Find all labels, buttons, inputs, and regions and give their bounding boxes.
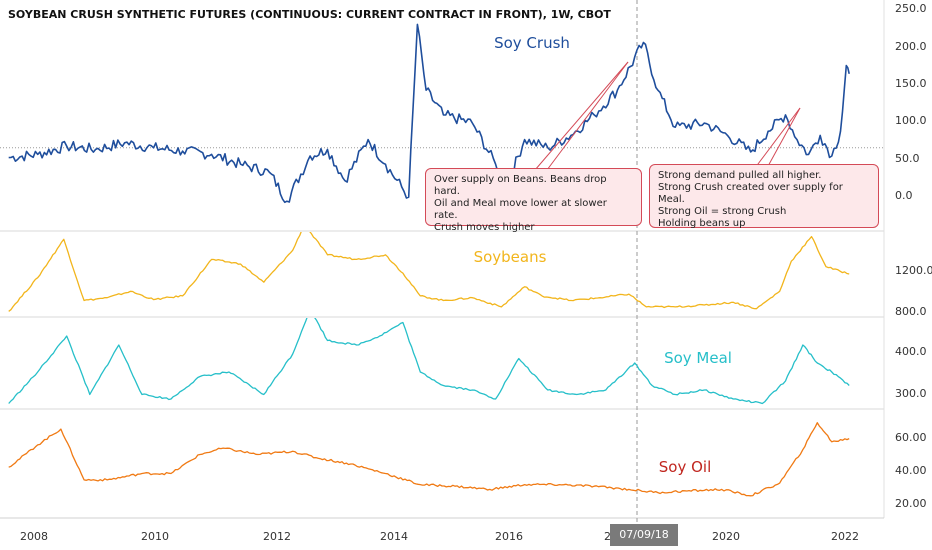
series-label-soy-crush: Soy Crush — [494, 34, 570, 52]
series-labels: Soy Crush Soybeans Soy Meal Soy Oil — [474, 34, 801, 476]
x-tick-label: 2012 — [263, 530, 291, 543]
annotation-pointer — [534, 61, 629, 171]
y-tick-label: 200.0 — [895, 40, 927, 53]
x-tick-label: 2010 — [141, 530, 169, 543]
cursor-date-label: 07/09/18 — [610, 524, 678, 546]
x-tick-label: 2022 — [831, 530, 859, 543]
annotation-pointer — [754, 107, 801, 169]
y-tick-label: 400.0 — [895, 345, 927, 358]
y-tick-label: 250.0 — [895, 2, 927, 15]
y-tick-label: 60.00 — [895, 431, 927, 444]
y-tick-label: 20.00 — [895, 497, 927, 510]
series-lines — [8, 23, 850, 497]
annotation-beans-oversupply: Over supply on Beans. Beans drop hard. O… — [425, 168, 642, 233]
y-axis-ticks: 0.0 50.0 100.0 150.0 200.0 250.0 1200.0 800.0 40… — [895, 2, 932, 510]
y-tick-label: 150.0 — [895, 77, 927, 90]
annotation-pointer — [546, 61, 629, 171]
series-label-soy-meal: Soy Meal — [664, 349, 732, 367]
x-tick-label: 2020 — [712, 530, 740, 543]
y-tick-label: 300.0 — [895, 387, 927, 400]
series-line-soybeans — [8, 232, 850, 312]
annotation-pointer — [766, 107, 801, 169]
annotation-strong-demand: Strong demand pulled all higher. Strong … — [649, 164, 879, 229]
series-label-soy-oil: Soy Oil — [659, 458, 712, 476]
series-label-soybeans: Soybeans — [474, 248, 547, 266]
series-line-soy-oil — [8, 422, 850, 497]
y-tick-label: 0.0 — [895, 189, 913, 202]
y-tick-label: 100.0 — [895, 114, 927, 127]
y-tick-label: 50.0 — [895, 152, 920, 165]
y-tick-label: 1200.0 — [895, 264, 932, 277]
y-tick-label: 800.0 — [895, 305, 927, 318]
x-tick-label: 2016 — [495, 530, 523, 543]
series-line-soy-crush — [8, 23, 850, 204]
x-tick-label: 2014 — [380, 530, 408, 543]
series-line-soy-meal — [8, 318, 850, 405]
chart-title: SOYBEAN CRUSH SYNTHETIC FUTURES (CONTINU… — [8, 8, 611, 21]
x-tick-label: 2008 — [20, 530, 48, 543]
y-tick-label: 40.00 — [895, 464, 927, 477]
